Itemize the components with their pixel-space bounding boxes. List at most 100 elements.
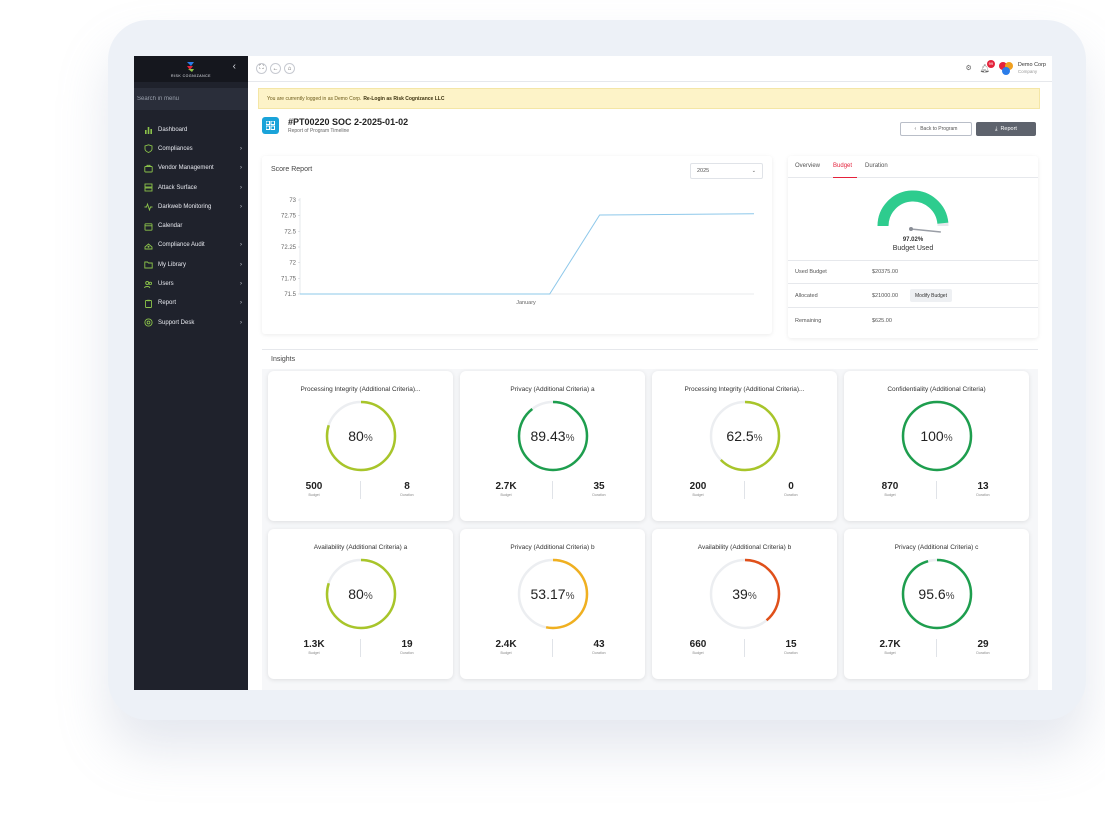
fullscreen-icon[interactable]: ⛶ — [256, 63, 267, 74]
sidebar-nav: Dashboard Compliances › Vendor Management › A… — [134, 120, 248, 332]
insight-stats: 870 Budget 13 Duration — [844, 481, 1029, 505]
insight-stats: 2.7K Budget 29 Duration — [844, 639, 1029, 663]
insight-budget-value: 200 — [689, 481, 707, 492]
insight-percent-value: 62.5 — [726, 428, 754, 444]
sidebar-item-label: Attack Surface — [158, 184, 198, 191]
modify-budget-button[interactable]: Modify Budget — [910, 289, 952, 302]
insight-stats: 200 Budget 0 Duration — [652, 481, 837, 505]
year-select[interactable]: 2025 ⌄ — [690, 163, 763, 179]
collapse-sidebar-icon[interactable]: ‹ — [232, 61, 236, 72]
login-notice: You are currently logged in as Demo Corp… — [258, 88, 1040, 109]
sidebar-item-report[interactable]: Report › — [134, 294, 248, 313]
insight-stats: 2.7K Budget 35 Duration — [460, 481, 645, 505]
insight-duration-caption: Duration — [976, 493, 990, 497]
insight-card[interactable]: Processing Integrity (Additional Criteri… — [268, 371, 453, 521]
settings-icon[interactable]: ⚙ — [965, 65, 972, 72]
org-switcher[interactable]: Demo Corp Company — [998, 60, 1046, 76]
used-budget-label: Used Budget — [795, 268, 827, 275]
insight-progress-ring — [325, 558, 397, 630]
notification-bell-icon[interactable]: 🔔︎ 99 — [979, 59, 995, 73]
menu-search-input[interactable] — [137, 96, 248, 102]
insight-percent-value: 89.43 — [530, 428, 566, 444]
budget-used-percent: 97.02% — [902, 237, 924, 243]
sidebar-item-my-library[interactable]: My Library › — [134, 255, 248, 274]
sidebar-item-attack-surface[interactable]: Attack Surface › — [134, 178, 248, 197]
insight-card[interactable]: Privacy (Additional Criteria) b 53.17% 2.4… — [460, 529, 645, 679]
sidebar-item-vendor-management[interactable]: Vendor Management › — [134, 159, 248, 178]
insight-budget: 2.4K Budget — [460, 639, 552, 655]
insights-grid: Processing Integrity (Additional Criteri… — [262, 369, 1038, 690]
percent-sign: % — [945, 591, 955, 602]
sidebar-item-support-desk[interactable]: Support Desk › — [134, 313, 248, 332]
insight-budget: 1.3K Budget — [268, 639, 360, 655]
sidebar-item-compliance-audit[interactable]: Compliance Audit › — [134, 236, 248, 255]
insight-duration-caption: Duration — [976, 651, 990, 655]
notification-count: 99 — [986, 59, 995, 68]
insight-progress-ring — [901, 558, 973, 630]
percent-sign: % — [753, 433, 763, 444]
gauge-needle-hub — [909, 227, 913, 231]
insight-ring-fill — [709, 400, 781, 472]
brand-logo[interactable]: RISK COGNIZANCE — [171, 61, 211, 78]
sidebar: RISK COGNIZANCE ‹ Dashboard Compliances›V… — [134, 56, 248, 690]
back-arrow-icon[interactable]: ← — [270, 63, 281, 74]
insight-duration-caption: Duration — [592, 651, 606, 655]
back-to-program-button[interactable]: ‹ Back to Program — [900, 122, 972, 136]
insight-card[interactable]: Confidentiality (Additional Criteria) 100… — [844, 371, 1029, 521]
insight-budget-caption: Budget — [308, 651, 320, 655]
percent-sign: % — [747, 591, 757, 602]
page-title: #PT00220 SOC 2-2025-01-02 — [288, 117, 409, 127]
tab-budget[interactable]: Budget — [833, 156, 858, 178]
home-icon[interactable]: ⌂ — [284, 63, 295, 74]
insight-percent: 62.5% — [652, 428, 837, 444]
insight-budget-value: 2.7K — [879, 639, 901, 650]
y-tick-label: 73 — [289, 198, 296, 204]
y-tick-label: 72.25 — [281, 245, 297, 251]
org-avatar-icon — [998, 62, 1013, 75]
download-icon: ⤓ — [995, 125, 998, 132]
remaining-value: $625.00 — [872, 317, 892, 324]
chevron-right-icon: › — [240, 165, 242, 172]
stats-divider — [936, 481, 937, 499]
tab-duration[interactable]: Duration — [865, 163, 888, 169]
insight-duration: 19 Duration — [361, 639, 453, 655]
sidebar-item-users[interactable]: Users › — [134, 274, 248, 293]
relogin-link[interactable]: Re-Login as Risk Cognizance LLC — [363, 95, 445, 102]
sidebar-item-label: Report — [158, 300, 177, 307]
folder-icon — [144, 261, 153, 269]
insight-card[interactable]: Availability (Additional Criteria) a 80% 1… — [268, 529, 453, 679]
insight-stats: 500 Budget 8 Duration — [268, 481, 453, 505]
y-tick-label: 71.5 — [284, 292, 296, 298]
allocated-label: Allocated — [795, 292, 818, 299]
insight-percent-value: 39 — [732, 586, 748, 602]
sidebar-item-calendar[interactable]: Calendar — [134, 216, 248, 235]
sidebar-item-label: Dashboard — [158, 126, 188, 133]
insight-card[interactable]: Availability (Additional Criteria) b 39% 6… — [652, 529, 837, 679]
app-screen: RISK COGNIZANCE ‹ Dashboard Compliances›V… — [134, 56, 1052, 690]
insight-duration: 43 Duration — [553, 639, 645, 655]
insight-budget: 500 Budget — [268, 481, 360, 497]
sidebar-item-darkweb-monitoring[interactable]: Darkweb Monitoring › — [134, 197, 248, 216]
sidebar-item-compliances[interactable]: Compliances › — [134, 139, 248, 158]
chevron-right-icon: › — [240, 281, 242, 288]
insight-budget-caption: Budget — [500, 493, 512, 497]
insight-duration-value: 19 — [401, 639, 413, 650]
sidebar-item-dashboard[interactable]: Dashboard — [134, 120, 248, 139]
insight-card[interactable]: Processing Integrity (Additional Criteri… — [652, 371, 837, 521]
insight-card-title: Availability (Additional Criteria) b — [697, 544, 792, 551]
report-button[interactable]: ⤓ Report — [976, 122, 1036, 136]
budget-used-label: Budget Used — [892, 245, 934, 252]
tab-overview[interactable]: Overview — [795, 163, 821, 169]
stats-divider — [552, 481, 553, 499]
stats-divider — [744, 639, 745, 657]
allocated-row: Allocated $21000.00 Modify Budget — [788, 283, 1038, 307]
remaining-label: Remaining — [795, 317, 822, 324]
insight-percent: 89.43% — [460, 428, 645, 444]
insight-duration-value: 15 — [785, 639, 797, 650]
insight-card[interactable]: Privacy (Additional Criteria) c 95.6% 2.7K… — [844, 529, 1029, 679]
sidebar-item-label: Compliance Audit — [158, 242, 205, 249]
insight-progress-ring — [517, 558, 589, 630]
insight-duration: 35 Duration — [553, 481, 645, 497]
stats-divider — [360, 639, 361, 657]
insight-card[interactable]: Privacy (Additional Criteria) a 89.43% 2.7… — [460, 371, 645, 521]
